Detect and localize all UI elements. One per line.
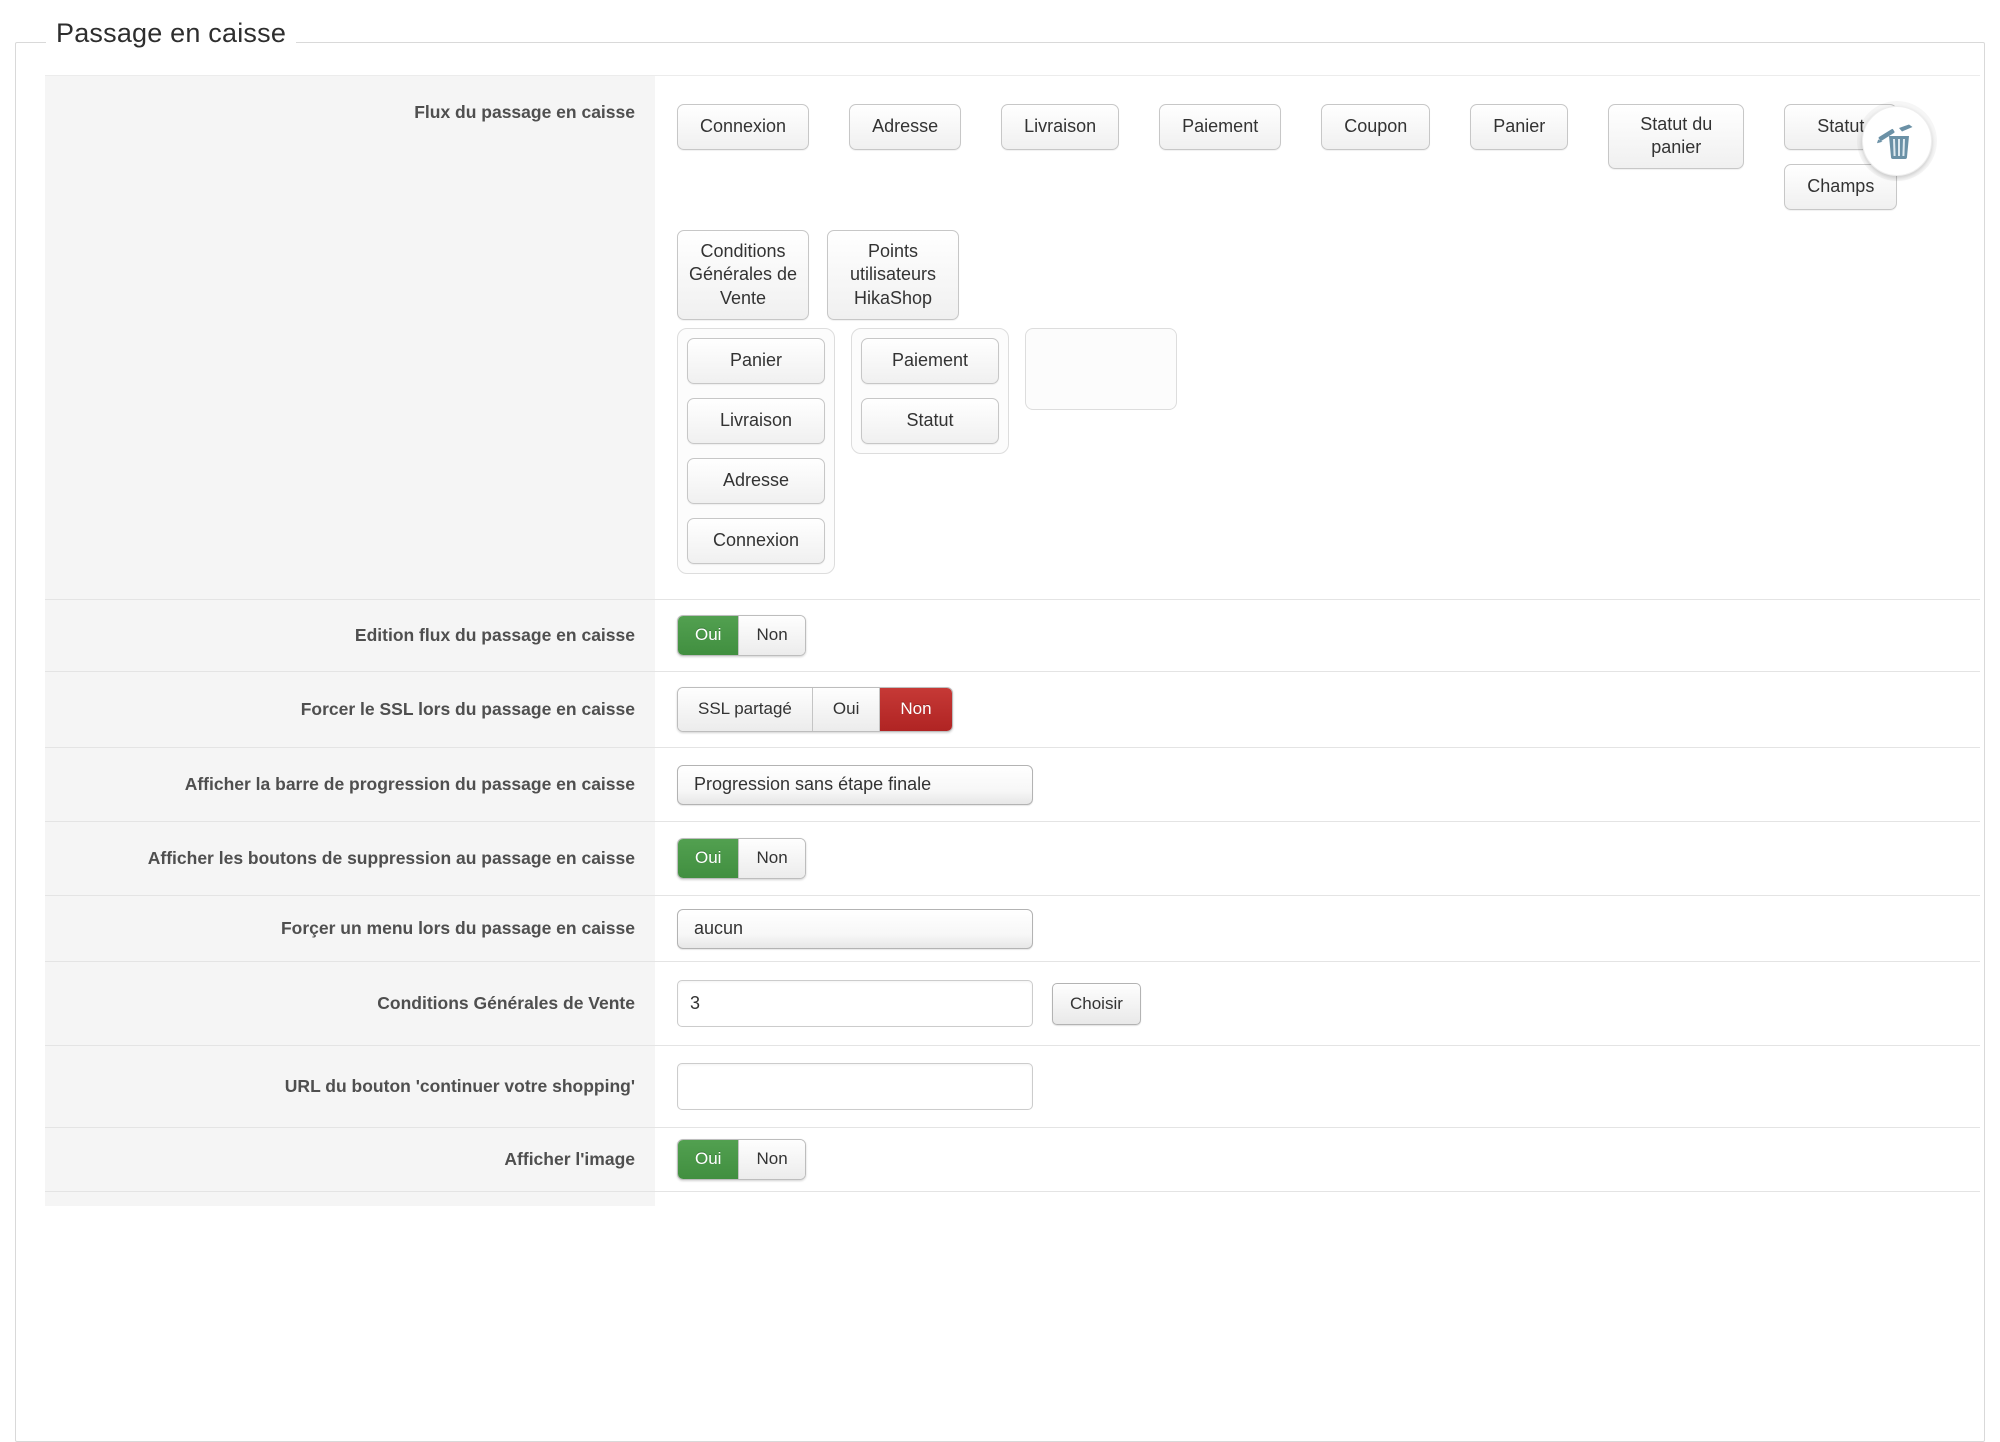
terms-label: Conditions Générales de Vente bbox=[377, 993, 635, 1014]
row-force-menu: Forçer un menu lors du passage en caisse… bbox=[45, 896, 1980, 962]
flow-edition-label: Edition flux du passage en caisse bbox=[354, 625, 635, 646]
row-delete-buttons: Afficher les boutons de suppression au p… bbox=[45, 822, 1980, 896]
flow-group-cart-steps: Panier Livraison Adresse Connexion bbox=[677, 328, 835, 575]
show-image-toggle: Oui Non bbox=[677, 1139, 806, 1180]
trash-edit-icon bbox=[1876, 124, 1913, 159]
ssl-shared-button[interactable]: SSL partagé bbox=[678, 688, 812, 731]
flow-group-payment-steps: Paiement Statut bbox=[851, 328, 1009, 455]
row-next-partial bbox=[45, 1192, 1980, 1206]
delete-buttons-toggle: Oui Non bbox=[677, 838, 806, 879]
flow-btn-statut-2[interactable]: Statut bbox=[861, 398, 999, 445]
show-image-label: Afficher l'image bbox=[504, 1149, 635, 1170]
checkout-flow-label: Flux du passage en caisse bbox=[414, 102, 635, 122]
flow-edition-yes-button[interactable]: Oui bbox=[678, 616, 739, 655]
force-menu-label: Forçer un menu lors du passage en caisse bbox=[280, 918, 635, 939]
ssl-no-button[interactable]: Non bbox=[879, 688, 952, 731]
force-menu-select[interactable]: aucun bbox=[677, 908, 1033, 949]
row-flow-edition: Edition flux du passage en caisse Oui No… bbox=[45, 600, 1980, 672]
flow-btn-panier-2[interactable]: Panier bbox=[687, 338, 825, 385]
flow-btn-coupon[interactable]: Coupon bbox=[1321, 104, 1431, 150]
flow-edition-toggle: Oui Non bbox=[677, 615, 806, 656]
settings-table: Flux du passage en caisse Connexion Adre… bbox=[45, 75, 1980, 1206]
checkout-flow-stack: Statut Champs bbox=[1784, 104, 1898, 210]
flow-btn-champs[interactable]: Champs bbox=[1784, 164, 1898, 210]
flow-btn-adresse-2[interactable]: Adresse bbox=[687, 458, 825, 505]
shopping-url-label: URL du bouton 'continuer votre shopping' bbox=[284, 1076, 635, 1097]
force-ssl-toggle: SSL partagé Oui Non bbox=[677, 687, 953, 732]
terms-article-input[interactable] bbox=[677, 980, 1033, 1027]
flow-empty-dropzone[interactable] bbox=[1025, 328, 1177, 411]
row-checkout-flow: Flux du passage en caisse Connexion Adre… bbox=[45, 75, 1980, 600]
ssl-yes-button[interactable]: Oui bbox=[811, 688, 880, 731]
row-terms: Conditions Générales de Vente Choisir bbox=[45, 962, 1980, 1046]
delete-buttons-no-button[interactable]: Non bbox=[738, 839, 805, 878]
checkout-flow-step-2: Conditions Générales de Vente Points uti… bbox=[677, 230, 1980, 321]
flow-btn-statut-du-panier[interactable]: Statut du panier bbox=[1608, 104, 1745, 169]
progress-bar-selected-value: Progression sans étape finale bbox=[694, 774, 932, 794]
checkout-flow-step-1: Connexion Adresse Livraison Paiement Cou… bbox=[677, 104, 1980, 210]
show-image-yes-button[interactable]: Oui bbox=[678, 1140, 739, 1179]
flow-btn-panier[interactable]: Panier bbox=[1470, 104, 1569, 150]
row-progress-bar: Afficher la barre de progression du pass… bbox=[45, 748, 1980, 822]
row-show-image: Afficher l'image Oui Non bbox=[45, 1128, 1980, 1192]
flow-btn-paiement-2[interactable]: Paiement bbox=[861, 338, 999, 385]
shopping-url-input[interactable] bbox=[677, 1063, 1033, 1110]
progress-bar-label: Afficher la barre de progression du pass… bbox=[184, 774, 635, 795]
force-menu-selected-value: aucun bbox=[694, 918, 744, 938]
flow-btn-livraison-2[interactable]: Livraison bbox=[687, 398, 825, 445]
flow-delete-dropzone-button[interactable] bbox=[1862, 106, 1932, 176]
row-force-ssl: Forcer le SSL lors du passage en caisse … bbox=[45, 672, 1980, 748]
flow-btn-paiement[interactable]: Paiement bbox=[1159, 104, 1282, 150]
page-title: Passage en caisse bbox=[46, 18, 297, 49]
terms-choose-button[interactable]: Choisir bbox=[1052, 982, 1141, 1025]
checkout-flow-step-3: Panier Livraison Adresse Connexion Paiem… bbox=[677, 328, 1980, 575]
show-image-no-button[interactable]: Non bbox=[738, 1140, 805, 1179]
delete-buttons-yes-button[interactable]: Oui bbox=[678, 839, 739, 878]
flow-edition-no-button[interactable]: Non bbox=[738, 616, 805, 655]
force-ssl-label: Forcer le SSL lors du passage en caisse bbox=[300, 699, 635, 720]
delete-buttons-label: Afficher les boutons de suppression au p… bbox=[147, 848, 635, 869]
progress-bar-select[interactable]: Progression sans étape finale bbox=[677, 764, 1033, 805]
flow-btn-conditions-generales[interactable]: Conditions Générales de Vente bbox=[677, 230, 809, 321]
flow-btn-connexion[interactable]: Connexion bbox=[677, 104, 810, 150]
flow-btn-connexion-2[interactable]: Connexion bbox=[687, 518, 825, 565]
row-shopping-url: URL du bouton 'continuer votre shopping' bbox=[45, 1046, 1980, 1128]
flow-btn-adresse[interactable]: Adresse bbox=[849, 104, 962, 150]
flow-btn-livraison[interactable]: Livraison bbox=[1001, 104, 1120, 150]
flow-btn-points-utilisateurs[interactable]: Points utilisateurs HikaShop bbox=[827, 230, 959, 321]
